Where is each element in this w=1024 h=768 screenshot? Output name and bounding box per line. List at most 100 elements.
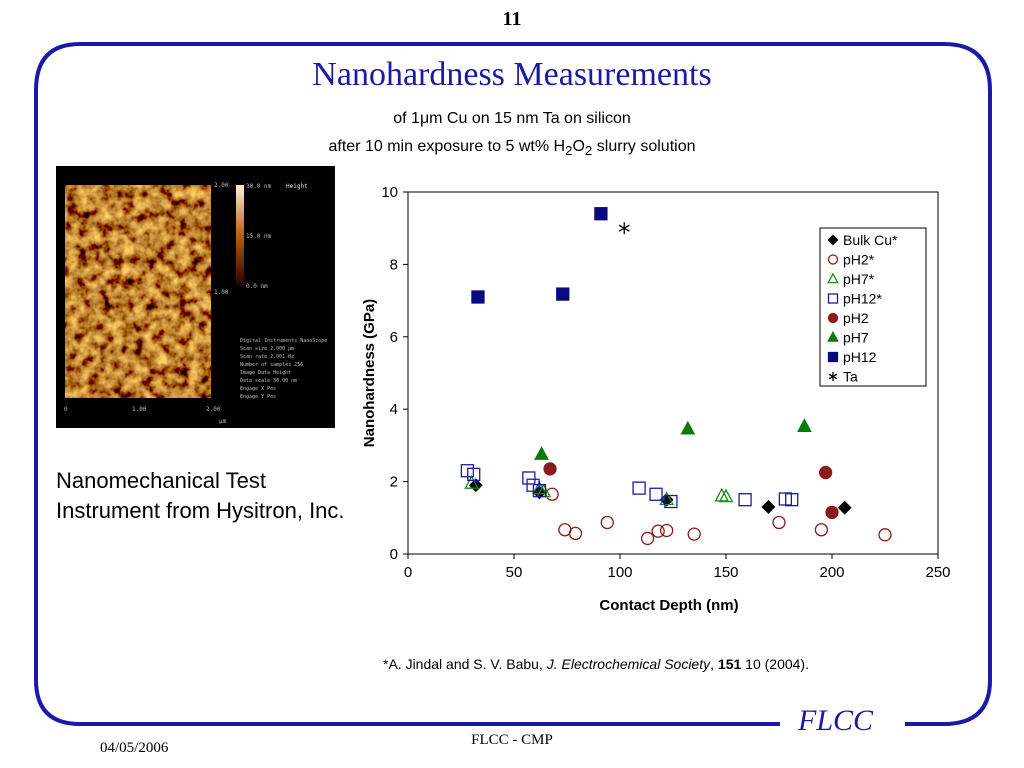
point-ph7 — [680, 420, 696, 435]
point-bulk-cu — [837, 500, 852, 515]
afm-info-line: Engage X Pos — [240, 386, 276, 392]
footer-center: FLCC - CMP — [471, 732, 553, 748]
afm-info-line: Engage Y Pos — [240, 394, 276, 400]
point-ph2 — [878, 528, 892, 542]
point-ph12 — [738, 493, 752, 507]
x-tick-label: 200 — [819, 564, 844, 581]
legend-marker-bulk-cu — [827, 234, 839, 246]
legend-label-ph7: pH7 — [843, 330, 869, 346]
afm-axis-unit: μm — [219, 418, 227, 425]
y-tick-label: 6 — [390, 329, 398, 346]
flcc-logo: FLCC — [798, 704, 874, 737]
afm-info-line: Data scale 30.00 nm — [240, 378, 297, 384]
point-ph2 — [640, 531, 655, 546]
x-tick-label: 0 — [404, 564, 412, 581]
point-ph7 — [534, 446, 549, 460]
afm-colorbar — [236, 185, 244, 285]
point-ph2 — [651, 524, 665, 538]
reference-part: 10 (2004). — [741, 656, 809, 672]
y-tick-label: 0 — [390, 546, 398, 563]
subtitle-line-1: of 1μm Cu on 15 nm Ta on silicon — [393, 110, 631, 127]
legend-label-bulk-cu: Bulk Cu* — [843, 232, 898, 248]
afm-info-line: Scan size 2.000 μm — [240, 346, 294, 352]
point-ph7 — [464, 475, 479, 489]
legend-marker-ph2 — [827, 312, 839, 324]
point-ph7 — [797, 418, 812, 433]
point-ph12 — [649, 487, 663, 501]
afm-colorbar-top: 30.0 nm — [246, 183, 272, 190]
point-ph12 — [632, 481, 646, 495]
point-ph2 — [814, 523, 829, 537]
point-ph12 — [532, 483, 547, 498]
point-ph2 — [772, 515, 786, 530]
x-tick-label: 150 — [713, 564, 738, 581]
legend-label-ph12: pH12 — [843, 349, 877, 365]
legend-marker-ph2 — [827, 254, 839, 265]
afm-colorbar-bottom: 0.0 nm — [246, 283, 268, 290]
subscript: 2 — [584, 143, 593, 159]
point-ph12 — [556, 287, 570, 301]
afm-info-line: Image Data Height — [240, 370, 291, 376]
point-ph2 — [825, 505, 839, 520]
reference-part: *A. Jindal and S. V. Babu, — [383, 656, 547, 672]
point-ph2 — [687, 527, 701, 541]
legend-label-ph7: pH7* — [843, 271, 875, 287]
subtitle-part: after 10 min exposure to 5 wt% H — [328, 138, 566, 155]
journal-name: J. Electrochemical Society — [546, 656, 711, 672]
x-tick-label: 250 — [925, 564, 950, 581]
footer-date: 04/05/2006 — [100, 740, 169, 756]
point-ph2 — [568, 526, 583, 541]
point-ph12 — [467, 467, 481, 482]
x-tick-label: 100 — [607, 564, 632, 581]
y-tick-label: 4 — [390, 401, 398, 418]
point-ph12 — [522, 471, 536, 485]
legend-marker-ph12 — [827, 293, 839, 304]
axis-ticks: 0 50 100 150 200 250 0 2 4 6 8 10 — [381, 184, 950, 581]
afm-colorbar-mid: 15.0 nm — [246, 233, 272, 240]
point-ph7 — [714, 487, 730, 502]
point-ph7 — [659, 491, 675, 506]
afm-axis-right: 2.00 — [206, 406, 221, 413]
page-number: 11 — [502, 8, 522, 30]
afm-height-image: 2.00 1.00 0 1.00 2.00 μm 30.0 nm 15.0 nm… — [56, 166, 335, 428]
subtitle-part: O — [572, 138, 585, 155]
point-ph2 — [818, 465, 833, 480]
afm-axis-zero: 0 — [64, 406, 68, 413]
instrument-caption: Nanomechanical Test Instrument from Hysi… — [56, 468, 345, 523]
afm-scale-mid: 1.00 — [214, 289, 229, 296]
afm-info-line: Scan rate 2.001 Hz — [240, 354, 294, 360]
point-ph7 — [718, 488, 734, 503]
point-ph12 — [785, 493, 799, 507]
point-ph2 — [659, 523, 674, 538]
afm-scale-top: 2.00 — [214, 182, 229, 189]
y-tick-label: 8 — [390, 256, 398, 273]
x-axis-label: Contact Depth (nm) — [599, 597, 738, 614]
legend-marker-ta — [828, 372, 838, 381]
subscript: 2 — [565, 143, 573, 159]
point-ta — [618, 222, 630, 235]
y-tick-label: 2 — [390, 474, 398, 491]
slide-title: Nanohardness Measurements — [312, 56, 712, 93]
subtitle-line-2: after 10 min exposure to 5 wt% H2O2 slur… — [0, 138, 1024, 158]
point-ph2 — [543, 462, 557, 476]
point-ph12 — [594, 207, 608, 221]
reference: *A. Jindal and S. V. Babu, J. Electroche… — [383, 656, 809, 672]
volume: 151 — [717, 656, 742, 672]
afm-info-block: Digital Instruments NanoScope Scan size 2… — [240, 338, 327, 400]
legend-marker-ph7 — [827, 272, 839, 284]
x-tick-label: 50 — [506, 564, 523, 581]
legend-label-ta: Ta — [843, 369, 858, 385]
subtitle-part: slurry solution — [592, 138, 696, 155]
point-bulk-cu — [761, 500, 776, 514]
afm-info-line: Number of samples 256 — [240, 362, 303, 368]
y-tick-label: 10 — [381, 184, 398, 201]
legend-label-ph2: pH2 — [843, 310, 869, 326]
legend-marker-ph12 — [827, 351, 839, 363]
afm-axis-mid: 1.00 — [132, 406, 147, 413]
reference-part: , — [710, 656, 718, 672]
data-points — [460, 207, 892, 546]
point-ph12 — [664, 494, 678, 509]
nanohardness-chart: 0 50 100 150 200 250 0 2 4 6 8 10 Bulk Cu* pH2* pH7* p… — [361, 184, 951, 614]
legend-label-ph2: pH2* — [843, 252, 875, 268]
